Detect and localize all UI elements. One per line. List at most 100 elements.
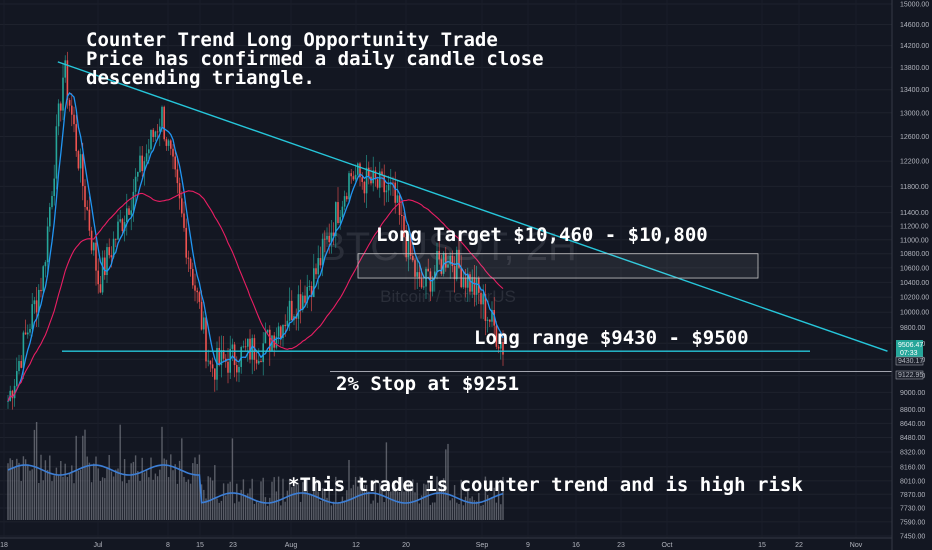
- candle-body: [502, 342, 504, 355]
- price-tick-label: 10800.00: [900, 251, 929, 258]
- volume-bar: [302, 482, 304, 520]
- candle-body: [484, 294, 487, 321]
- candle-body: [75, 124, 77, 152]
- volume-bar: [409, 482, 412, 520]
- volume-bar: [24, 459, 27, 520]
- candle-body: [262, 343, 264, 363]
- volume-bar: [60, 460, 62, 520]
- volume-bar: [174, 464, 176, 520]
- volume-bar: [414, 492, 416, 520]
- price-tick-label: 8800.00: [900, 407, 925, 414]
- price-tick-label: 13800.00: [900, 65, 929, 72]
- candle-body: [350, 173, 352, 177]
- time-axis[interactable]: 18 Jul 8 15 23 Aug 12 20 Sep 9 16 23 Oct 15 22 Nov: [0, 537, 892, 549]
- volume-bar: [214, 465, 216, 520]
- volume-bar: [372, 500, 374, 520]
- candle-body: [126, 208, 128, 223]
- volume-bar: [163, 458, 165, 520]
- candle-body: [414, 260, 416, 277]
- candle-body: [176, 169, 179, 184]
- volume-bar: [288, 479, 291, 520]
- volume-bar: [145, 470, 148, 520]
- volume-bar: [73, 483, 75, 520]
- candle-body: [480, 292, 482, 305]
- time-tick-label: 22: [795, 542, 803, 549]
- volume-bar: [64, 463, 66, 520]
- volume-bar: [346, 490, 348, 520]
- volume-bar: [167, 477, 170, 520]
- volume-bar: [178, 460, 181, 520]
- volume-bar: [390, 491, 392, 520]
- candle-body: [53, 178, 55, 197]
- volume-bar: [266, 505, 269, 520]
- volume-bar: [324, 488, 326, 520]
- volume-bar: [398, 491, 401, 520]
- volume-bar: [374, 479, 377, 520]
- candle-body: [137, 171, 139, 177]
- candle-body: [152, 129, 154, 138]
- volume-bar: [128, 479, 130, 520]
- candle-body: [482, 294, 484, 305]
- volume-bar: [269, 497, 271, 520]
- candle-body: [46, 226, 49, 263]
- candle-body: [447, 264, 449, 268]
- volume-bar: [304, 478, 306, 520]
- volume-bar: [392, 488, 394, 520]
- price-axis[interactable]: 7450.00 7590.00 7730.00 7870.00 8010.00 8160.…: [891, 0, 932, 550]
- price-tag-9430: [895, 356, 924, 366]
- candle-body: [62, 77, 64, 111]
- candle-body: [324, 238, 326, 240]
- price-tick-label: 9800.00: [900, 325, 925, 332]
- volume-bar: [112, 476, 115, 520]
- candle-body: [374, 170, 377, 180]
- drawings[interactable]: [57, 61, 892, 372]
- candle-body: [328, 235, 330, 243]
- volume-ma-line: [7, 464, 504, 504]
- volume-bar: [238, 501, 240, 520]
- volume-bar: [489, 498, 491, 520]
- volume-bar: [159, 469, 161, 520]
- candle-body: [145, 153, 148, 162]
- volume-bar: [440, 486, 443, 520]
- candle-body: [326, 235, 328, 240]
- annotation-labels: Counter Trend Long Opportunity Trade Pri…: [86, 29, 803, 496]
- candle-body: [90, 230, 93, 251]
- price-tags: 9506.47 07:33 9430.17 9122.95: [895, 340, 924, 380]
- candle-body: [458, 249, 460, 268]
- candle-body: [86, 206, 88, 210]
- candle-body: [123, 222, 126, 232]
- volume-bar: [216, 498, 218, 520]
- candle-body: [284, 324, 286, 327]
- volume-bar: [198, 454, 201, 520]
- candle-body: [363, 181, 366, 194]
- candle-body: [68, 100, 71, 106]
- candle-body: [24, 332, 27, 335]
- moving-averages: [7, 92, 504, 402]
- candle-body: [405, 236, 407, 258]
- volume-bar: [253, 503, 256, 520]
- price-tick-label: 7590.00: [900, 519, 925, 526]
- candle-body: [473, 277, 476, 295]
- candle-body: [379, 171, 381, 188]
- volume-bar: [442, 478, 445, 520]
- volume-bar: [354, 476, 357, 520]
- risk-note: *This trade is counter trend and is high…: [288, 474, 803, 496]
- candle-body: [431, 277, 434, 292]
- volume-bar: [475, 501, 478, 520]
- candle-body: [462, 277, 465, 288]
- price-tick-label: 14200.00: [900, 43, 929, 50]
- candle-body: [317, 258, 319, 275]
- candle-body: [438, 250, 440, 260]
- volume-bar: [383, 502, 385, 520]
- time-tick-label: 18: [0, 542, 8, 549]
- candle-body: [315, 268, 317, 275]
- volume-bar: [330, 505, 333, 520]
- volume-bar: [55, 467, 58, 520]
- time-tick-label: 16: [572, 542, 580, 549]
- volume-bar: [405, 482, 407, 520]
- slow-ma-line: [7, 190, 504, 402]
- candle-body: [207, 360, 209, 362]
- volume-bar: [49, 455, 51, 520]
- volume-bar: [75, 435, 77, 520]
